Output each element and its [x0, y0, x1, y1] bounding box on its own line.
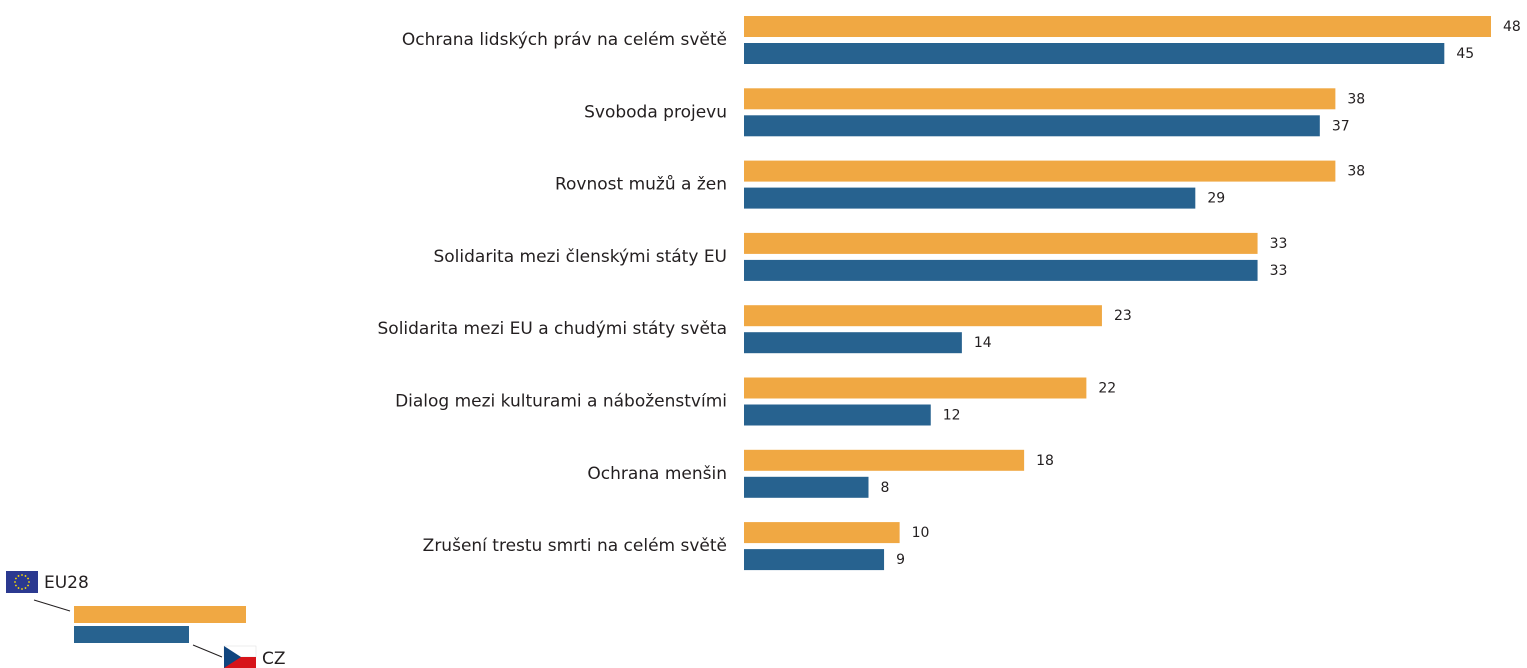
- eu-star: [17, 587, 20, 589]
- eu-stars: [14, 574, 30, 590]
- value-label: 29: [1207, 191, 1225, 207]
- legend-swatch: [74, 626, 189, 643]
- cz-flag: [224, 646, 241, 668]
- eu-star: [24, 575, 27, 577]
- value-label: 14: [974, 335, 992, 351]
- bar: [744, 232, 1258, 254]
- bar: [744, 476, 869, 498]
- value-label: 33: [1270, 263, 1288, 279]
- bar: [744, 43, 1445, 64]
- bar: [744, 160, 1336, 182]
- value-label: 18: [1036, 453, 1054, 469]
- eu-star: [14, 581, 16, 583]
- category-label: Ochrana menšin: [587, 464, 727, 484]
- bar: [744, 549, 885, 571]
- bar: [744, 187, 1196, 209]
- value-label: 8: [881, 480, 890, 496]
- category-label: Dialog mezi kulturami a náboženstvími: [395, 392, 727, 412]
- category-label: Solidarita mezi členskými státy EU: [433, 247, 727, 267]
- eu-star: [17, 575, 20, 577]
- eu-star: [27, 584, 29, 587]
- bar: [744, 449, 1025, 471]
- bar: [744, 259, 1258, 281]
- bar: [744, 332, 962, 354]
- category-label: Rovnost mužů a žen: [555, 175, 727, 195]
- bar: [744, 88, 1336, 110]
- value-label: 22: [1098, 381, 1116, 397]
- value-label: 48: [1503, 19, 1521, 35]
- eu-star: [28, 581, 30, 583]
- bar: [744, 305, 1102, 327]
- category-label: Solidarita mezi EU a chudými státy světa: [378, 319, 728, 339]
- legend-label: EU28: [44, 573, 89, 593]
- legend-connector: [192, 644, 223, 658]
- legend-connector: [33, 599, 71, 612]
- value-label: 38: [1347, 91, 1365, 107]
- bar: [744, 522, 900, 544]
- bar: [744, 404, 931, 426]
- value-label: 10: [912, 525, 930, 541]
- legend-label: CZ: [262, 649, 286, 668]
- eu-star: [27, 577, 29, 580]
- value-label: 12: [943, 408, 961, 424]
- category-label: Ochrana lidských práv na celém světě: [402, 30, 727, 50]
- eu-star: [15, 584, 17, 587]
- eu-star: [21, 588, 23, 590]
- eu-star: [21, 574, 23, 576]
- bar: [744, 16, 1491, 37]
- value-label: 33: [1270, 236, 1288, 252]
- value-label: 38: [1347, 164, 1365, 180]
- category-label: Svoboda projevu: [584, 102, 727, 122]
- eu-star: [24, 587, 27, 589]
- value-label: 9: [896, 552, 905, 568]
- category-label: Zrušení trestu smrti na celém světě: [423, 536, 727, 556]
- bar: [744, 377, 1087, 399]
- value-label: 37: [1332, 118, 1350, 134]
- legend-swatch: [74, 606, 246, 623]
- cz-flag: [224, 657, 256, 668]
- bar: [744, 115, 1320, 137]
- eu-flag: [6, 571, 38, 593]
- value-label: 45: [1456, 46, 1474, 62]
- legend: EU28 CZ: [6, 571, 286, 668]
- value-label: 23: [1114, 308, 1132, 324]
- eu-star: [15, 577, 17, 580]
